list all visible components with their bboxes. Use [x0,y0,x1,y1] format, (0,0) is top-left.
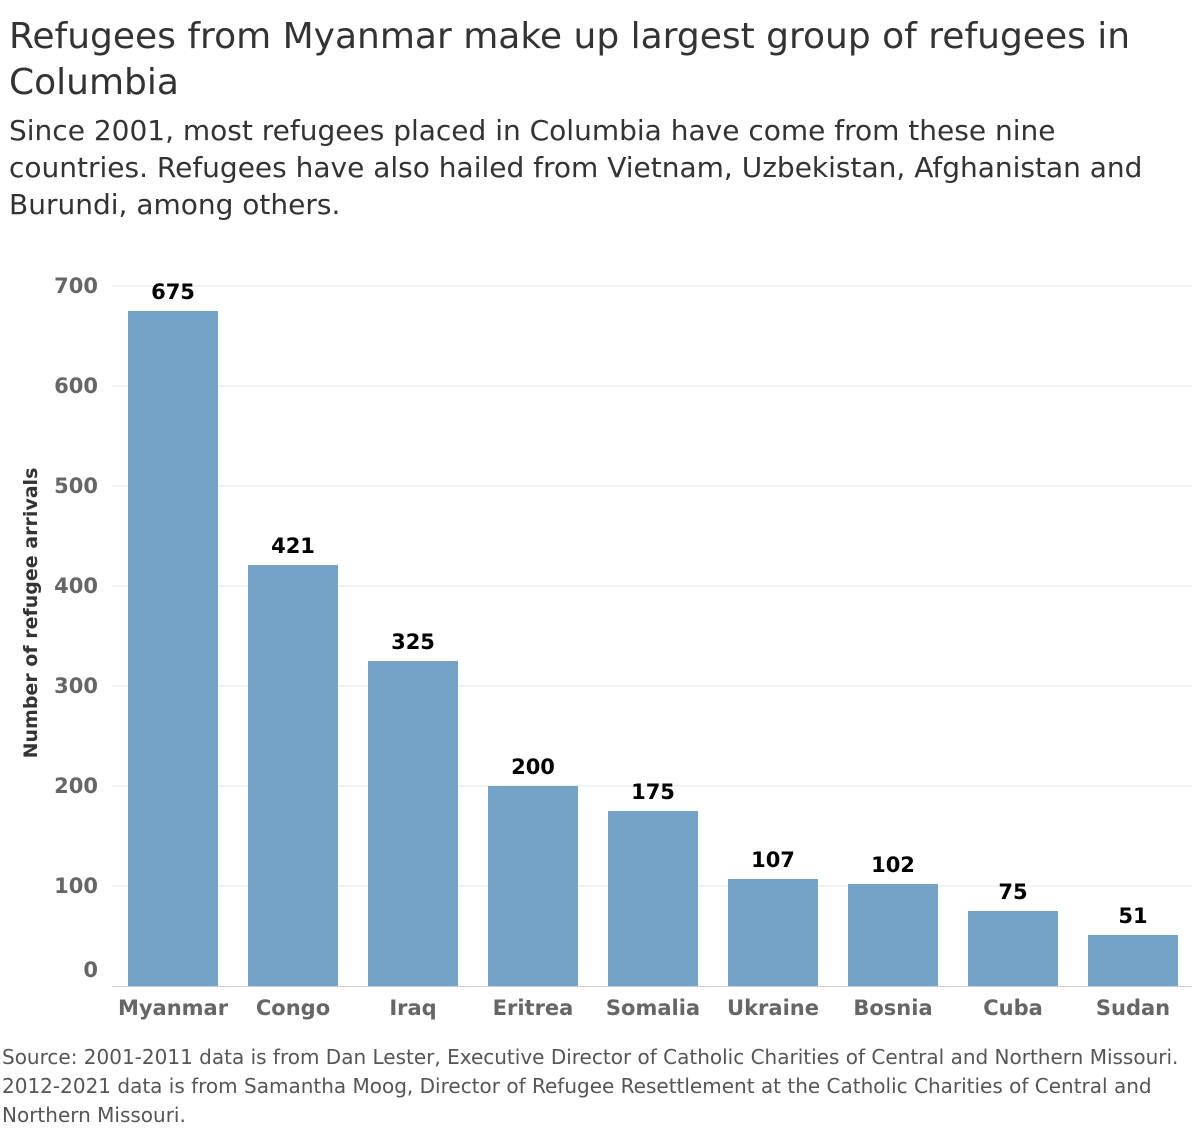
y-axis-ticks: 0 100 200 300 400 500 600 700 [54,274,98,982]
category-label-cuba: Cuba [983,996,1043,1020]
y-tick-label: 100 [54,874,98,898]
bar-bosnia [848,884,938,986]
category-label-sudan: Sudan [1096,996,1170,1020]
category-label-myanmar: Myanmar [118,996,229,1020]
category-label-bosnia: Bosnia [853,996,932,1020]
category-label-congo: Congo [256,996,330,1020]
data-label-congo: 421 [271,534,315,558]
bar-myanmar [128,311,218,986]
data-label-somalia: 175 [631,780,675,804]
data-label-ukraine: 107 [751,848,795,872]
y-tick-label: 0 [83,958,98,982]
data-label-myanmar: 675 [151,280,195,304]
bar-ukraine [728,879,818,986]
category-label-eritrea: Eritrea [493,996,574,1020]
bar-congo [248,565,338,986]
y-tick-label: 200 [54,774,98,798]
category-label-ukraine: Ukraine [727,996,819,1020]
data-labels: 675 421 325 200 175 107 102 75 51 [151,280,1148,928]
bar-iraq [368,661,458,986]
bar-chart: 0 100 200 300 400 500 600 700 675 421 325 200 175 10… [20,274,1192,1020]
chart-title: Refugees from Myanmar make up largest gr… [9,16,1131,103]
data-label-cuba: 75 [998,880,1027,904]
y-tick-label: 300 [54,674,98,698]
category-label-somalia: Somalia [606,996,700,1020]
y-tick-label: 600 [54,374,98,398]
y-axis-label: Number of refugee arrivals [20,468,42,759]
chart-subtitle: Since 2001, most refugees placed in Colu… [9,114,1143,221]
bar-cuba [968,911,1058,986]
y-tick-label: 700 [54,274,98,298]
bar-eritrea [488,786,578,986]
bars [128,311,1178,986]
bar-somalia [608,811,698,986]
category-label-iraq: Iraq [389,996,436,1020]
x-axis-categories: Myanmar Congo Iraq Eritrea Somalia Ukraine Bos… [118,996,1170,1020]
data-label-eritrea: 200 [511,755,555,779]
data-label-iraq: 325 [391,630,435,654]
data-label-bosnia: 102 [871,853,915,877]
y-tick-label: 400 [54,574,98,598]
data-label-sudan: 51 [1118,904,1147,928]
source-note: Source: 2001-2011 data is from Dan Leste… [2,1045,1179,1127]
bar-sudan [1088,935,1178,986]
y-tick-label: 500 [54,474,98,498]
